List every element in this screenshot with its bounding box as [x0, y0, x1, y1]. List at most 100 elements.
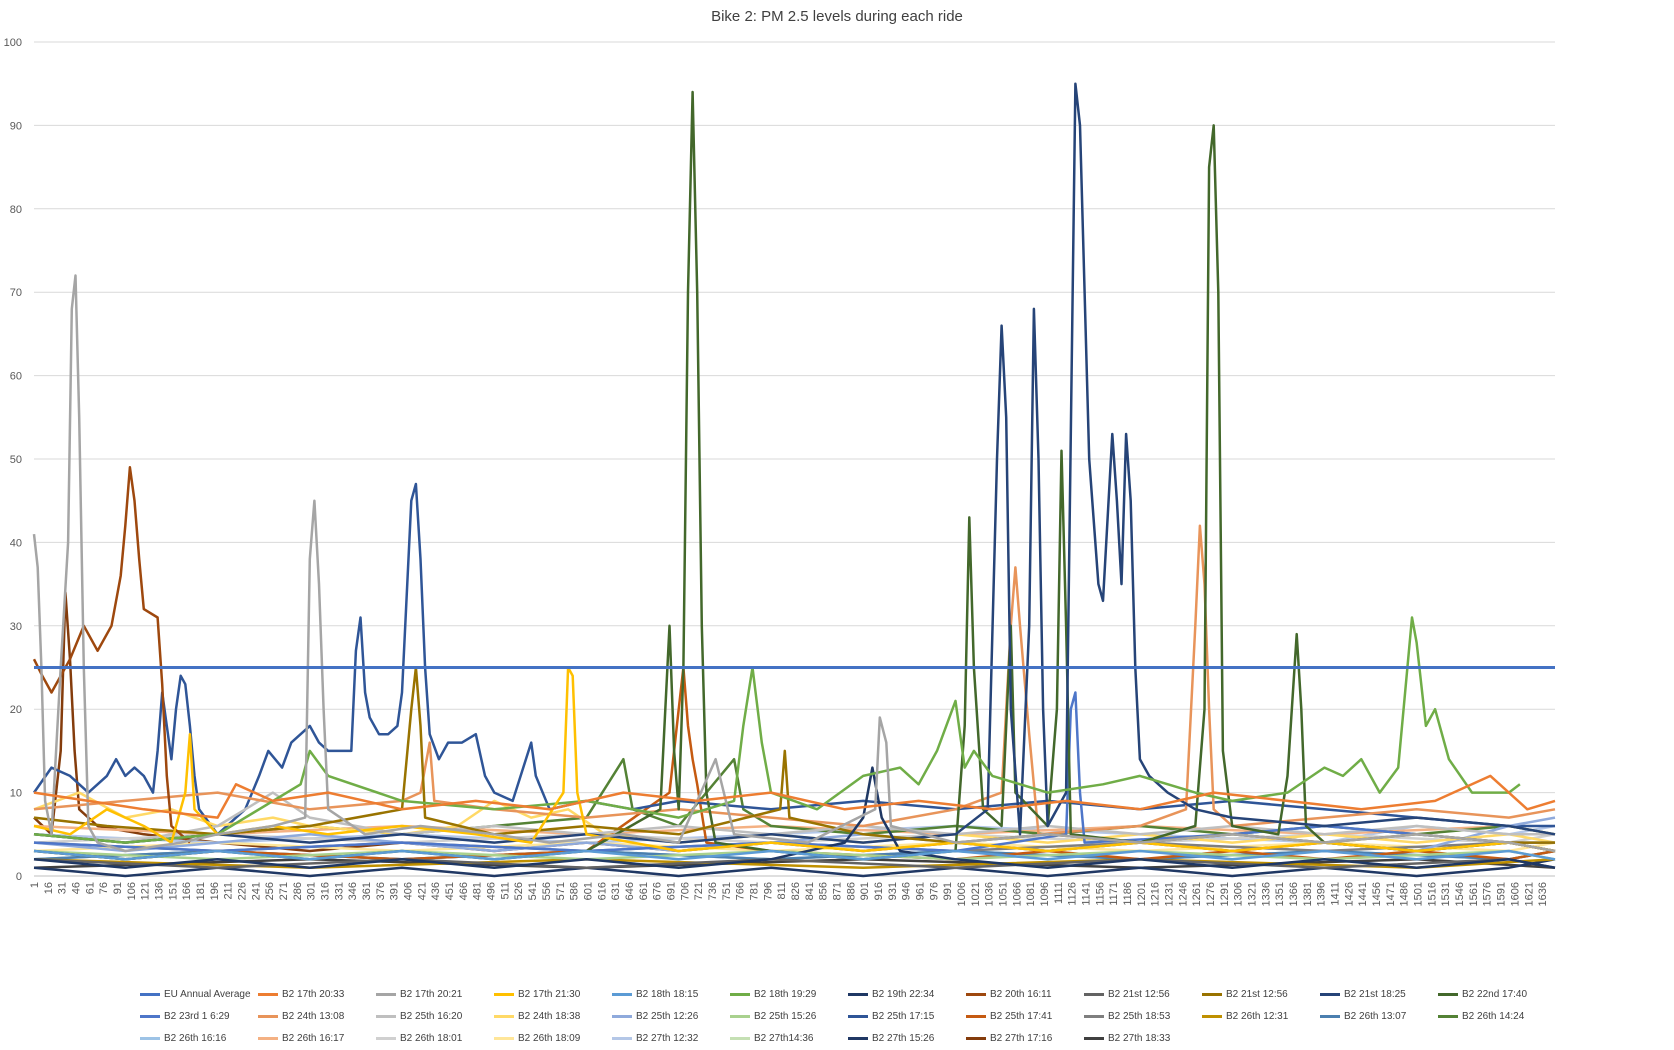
- legend-swatch: [494, 1014, 514, 1018]
- x-tick-label: 1501: [1413, 882, 1425, 906]
- legend-entry: B2 26th 18:01: [376, 1028, 462, 1048]
- x-tick-label: 856: [818, 882, 830, 900]
- chart-legend: EU Annual Average B2 17th 20:33 B2 17th 20…: [140, 984, 1640, 1050]
- legend-swatch: [1202, 1014, 1222, 1018]
- x-tick-label: 1576: [1482, 882, 1494, 906]
- y-tick-label: 40: [10, 537, 22, 549]
- legend-label: EU Annual Average: [164, 988, 251, 1000]
- legend-label: B2 25th 18:53: [1108, 1010, 1171, 1022]
- legend-label: B2 25th 16:20: [400, 1010, 463, 1022]
- legend-label: B2 21st 18:25: [1344, 988, 1406, 1000]
- series-line-4: [33, 666, 1556, 853]
- legend-label: B2 27th14:36: [754, 1032, 814, 1044]
- legend-label: B2 26th 16:16: [164, 1032, 227, 1044]
- x-tick-label: 1411: [1330, 882, 1342, 906]
- y-tick-label: 70: [10, 287, 22, 299]
- y-tick-label: 100: [4, 37, 22, 49]
- x-tick-label: 1531: [1440, 882, 1452, 906]
- x-tick-label: 1366: [1288, 882, 1300, 906]
- x-tick-label: 571: [555, 882, 567, 900]
- x-tick-label: 1516: [1426, 882, 1438, 906]
- x-tick-label: 556: [541, 882, 553, 900]
- series-line-27: [33, 833, 1556, 844]
- legend-entry: B2 25th 17:15: [848, 1006, 934, 1026]
- series-line-16: [33, 791, 1556, 844]
- legend-entry: B2 21st 12:56: [1202, 984, 1288, 1004]
- x-tick-label: 16: [43, 882, 55, 894]
- x-tick-label: 1486: [1399, 882, 1411, 906]
- x-tick-label: 586: [569, 882, 581, 900]
- legend-swatch: [140, 1036, 160, 1040]
- x-tick-label: 1006: [956, 882, 968, 906]
- legend-row: B2 23rd 1 6:29 B2 24th 13:08 B2 25th 16:20…: [140, 1006, 1640, 1028]
- x-tick-label: 1141: [1081, 882, 1093, 906]
- legend-label: B2 24th 18:38: [518, 1010, 581, 1022]
- series-line-26: [33, 824, 1556, 836]
- y-tick-label: 60: [10, 371, 22, 383]
- x-tick-label: 901: [859, 882, 871, 900]
- x-tick-label: 346: [347, 882, 359, 900]
- legend-entry: B2 21st 18:25: [1320, 984, 1406, 1004]
- legend-entry: B2 27th 15:26: [848, 1028, 934, 1048]
- legend-swatch: [258, 1036, 278, 1040]
- y-tick-label: 90: [10, 120, 22, 132]
- legend-entry: B2 20th 16:11: [966, 984, 1052, 1004]
- y-tick-label: 20: [10, 704, 22, 716]
- series-line-9: [33, 858, 1556, 869]
- x-tick-label: 1: [29, 882, 41, 888]
- series-line-8: [32, 466, 191, 844]
- x-tick-label: 106: [126, 882, 138, 900]
- legend-swatch: [1438, 992, 1458, 996]
- x-tick-label: 961: [914, 882, 926, 900]
- y-tick-label: 30: [10, 621, 22, 633]
- x-tick-label: 841: [804, 882, 816, 900]
- y-tick-label: 0: [16, 871, 22, 883]
- legend-row: B2 26th 16:16 B2 26th 16:17 B2 26th 18:01 B…: [140, 1028, 1640, 1050]
- x-tick-label: 136: [154, 882, 166, 900]
- legend-swatch: [140, 992, 160, 996]
- legend-label: B2 26th 18:09: [518, 1032, 581, 1044]
- series-line-14: [33, 524, 1556, 836]
- legend-label: B2 17th 20:33: [282, 988, 345, 1000]
- x-tick-label: 676: [652, 882, 664, 900]
- x-tick-label: 781: [748, 882, 760, 900]
- legend-swatch: [966, 992, 986, 996]
- legend-entry: B2 26th 18:09: [494, 1028, 580, 1048]
- x-tick-label: 466: [458, 882, 470, 900]
- x-tick-label: 481: [472, 882, 484, 900]
- series-line-5: [33, 849, 1556, 861]
- x-tick-label: 46: [71, 882, 83, 894]
- legend-label: B2 22nd 17:40: [1462, 988, 1528, 1000]
- legend-entry: B2 18th 19:29: [730, 984, 816, 1004]
- legend-entry: B2 18th 18:15: [612, 984, 698, 1004]
- x-tick-label: 511: [499, 882, 511, 900]
- legend-entry: B2 26th 16:16: [140, 1028, 226, 1048]
- x-tick-label: 646: [624, 882, 636, 900]
- x-tick-label: 871: [831, 882, 843, 900]
- legend-label: B2 27th 17:16: [990, 1032, 1053, 1044]
- x-tick-label: 376: [375, 882, 387, 900]
- legend-swatch: [1320, 992, 1340, 996]
- x-tick-label: 796: [762, 882, 774, 900]
- x-tick-label: 661: [638, 882, 650, 900]
- x-tick-label: 1231: [1164, 882, 1176, 906]
- legend-swatch: [966, 1036, 986, 1040]
- legend-swatch: [848, 992, 868, 996]
- x-tick-label: 271: [278, 882, 290, 900]
- legend-label: B2 25th 15:26: [754, 1010, 817, 1022]
- x-tick-label: 811: [776, 882, 788, 900]
- x-tick-label: 61: [84, 882, 96, 894]
- x-tick-label: 1456: [1371, 882, 1383, 906]
- x-tick-label: 991: [942, 882, 954, 900]
- x-tick-label: 766: [735, 882, 747, 900]
- legend-label: B2 26th 12:31: [1226, 1010, 1289, 1022]
- legend-label: B2 20th 16:11: [990, 988, 1052, 1000]
- x-tick-label: 1201: [1136, 882, 1148, 906]
- legend-label: B2 25th 12:26: [636, 1010, 699, 1022]
- x-tick-label: 316: [320, 882, 332, 900]
- x-tick-label: 1096: [1039, 882, 1051, 906]
- series-line-11: [33, 82, 1556, 844]
- legend-label: B2 27th 12:32: [636, 1032, 699, 1044]
- legend-entry: B2 25th 15:26: [730, 1006, 816, 1026]
- x-tick-label: 976: [928, 882, 940, 900]
